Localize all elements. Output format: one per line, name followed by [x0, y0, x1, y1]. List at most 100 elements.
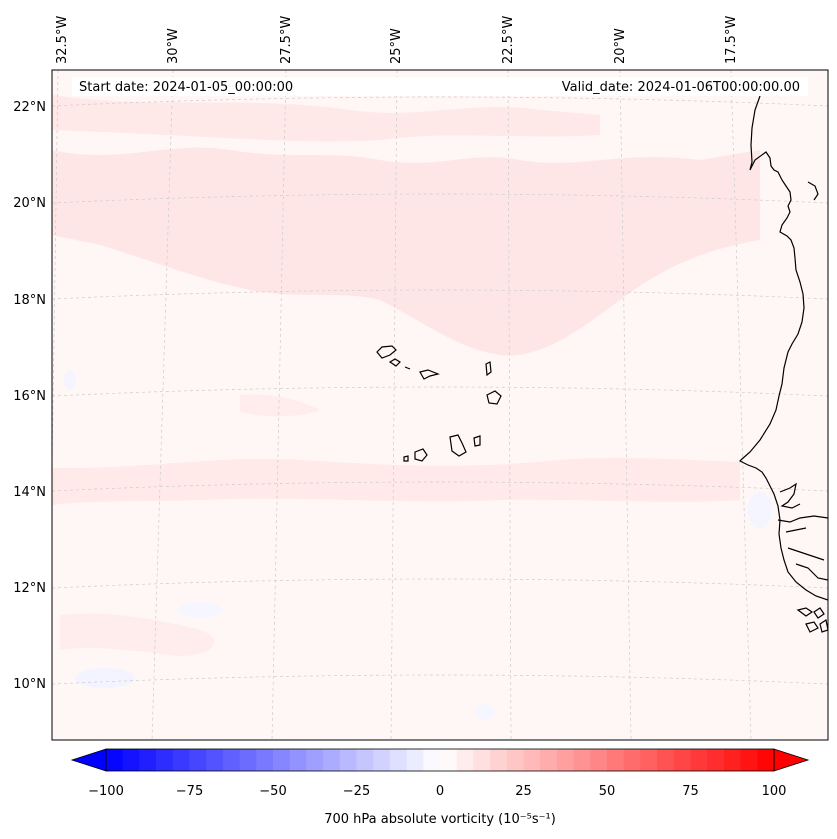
island-santa-luzia [404, 366, 411, 370]
lon-label-27-5w: 27.5°W [279, 16, 294, 64]
colorbar-swatch [423, 749, 441, 771]
colorbar-swatch [623, 749, 641, 771]
lon-label-30w: 30°W [166, 28, 181, 64]
colorbar-swatch [440, 749, 458, 771]
lat-gridline-16n [52, 386, 828, 397]
colorbar-swatches [106, 749, 775, 771]
colorbar-swatch [339, 749, 357, 771]
lat-label-22n: 22°N [13, 100, 46, 115]
colorbar-swatch [657, 749, 675, 771]
colorbar-swatch [172, 749, 190, 771]
lat-gridline-12n [52, 578, 828, 589]
lon-gridline-22-5w [507, 70, 512, 740]
colorbar-swatch [139, 749, 157, 771]
latitude-labels: 22°N 20°N 18°N 16°N 14°N 12°N 10°N [13, 100, 46, 692]
island-santiago [449, 434, 467, 457]
lat-label-12n: 12°N [13, 581, 46, 596]
colorbar-frame [105, 748, 775, 772]
negative-vorticity-patch-5 [748, 492, 772, 528]
vorticity-field [52, 95, 772, 720]
colorbar-tick-label: 0 [436, 784, 444, 799]
colorbar-swatch [323, 749, 341, 771]
colorbar-swatch [306, 749, 324, 771]
colorbar-tick-label: −75 [176, 784, 203, 799]
colorbar-tick-label: −50 [259, 784, 286, 799]
map-frame [51, 69, 829, 741]
cape-verde-islands [376, 345, 502, 462]
island-sao-vicente [388, 358, 401, 367]
colorbar-swatch [356, 749, 374, 771]
colorbar-swatch [156, 749, 174, 771]
lon-label-20w: 20°W [613, 28, 628, 64]
negative-vorticity-patch [75, 668, 135, 688]
lon-label-22-5w: 22.5°W [501, 16, 516, 64]
colorbar-ticks: −100 −75 −50 −25 0 25 50 75 100 [88, 784, 786, 799]
valid-date-label: Valid_date: 2024-01-06T00:00:00.00 [562, 80, 800, 95]
lat-gridline-10n [52, 674, 828, 685]
coastline-bay-inlet [807, 181, 819, 201]
positive-vorticity-band-north [52, 147, 760, 356]
lat-label-14n: 14°N [13, 485, 46, 500]
positive-vorticity-band-south [52, 457, 740, 505]
colorbar-swatch [523, 749, 541, 771]
colorbar-swatch [406, 749, 424, 771]
colorbar-swatch [389, 749, 408, 771]
colorbar-tick-label: 50 [599, 784, 616, 799]
colorbar-swatch [757, 749, 775, 771]
lat-label-20n: 20°N [13, 196, 46, 211]
map-panel: Start date: 2024-01-05_00:00:00 Valid_da… [51, 69, 829, 741]
colorbar-swatch [640, 749, 658, 771]
colorbar-tick-label: −100 [88, 784, 124, 799]
lat-label-18n: 18°N [13, 293, 46, 308]
lat-label-10n: 10°N [13, 677, 46, 692]
colorbar-swatch [556, 749, 575, 771]
colorbar-swatch [206, 749, 224, 771]
lon-gridline-30w [151, 70, 174, 740]
colorbar-swatch [256, 749, 274, 771]
lat-gridline-22n [52, 96, 828, 107]
longitude-labels: 32.5°W 30°W 27.5°W 25°W 22.5°W 20°W 17.5… [55, 16, 739, 64]
coastline-guinea-bissau [777, 515, 828, 581]
colorbar-swatch [723, 749, 742, 771]
coastline-bijagos-islands [796, 607, 828, 633]
colorbar-swatch [239, 749, 257, 771]
colorbar-swatch [573, 749, 591, 771]
island-sao-nicolau [419, 369, 440, 380]
lon-label-32-5w: 32.5°W [55, 16, 70, 64]
positive-vorticity-patch-2 [240, 394, 320, 417]
colorbar-extend-max [773, 748, 810, 772]
lon-gridline-25w [390, 70, 398, 740]
colorbar-swatch [456, 749, 474, 771]
colorbar-extend-min [70, 748, 107, 772]
island-fogo [414, 448, 428, 462]
colorbar-swatch [289, 749, 307, 771]
colorbar-swatch [222, 749, 241, 771]
colorbar-swatch [540, 749, 558, 771]
lon-label-17-5w: 17.5°W [724, 16, 739, 64]
colorbar-swatch [490, 749, 508, 771]
colorbar-tick-label: 75 [682, 784, 699, 799]
lon-label-25w: 25°W [389, 28, 404, 64]
colorbar-swatch [690, 749, 708, 771]
colorbar-swatch [189, 749, 207, 771]
lat-gridline-18n [52, 289, 828, 300]
colorbar-swatch [607, 749, 625, 771]
colorbar-swatch [673, 749, 691, 771]
colorbar-swatch [707, 749, 725, 771]
graticule [52, 70, 828, 740]
colorbar-swatch [473, 749, 491, 771]
start-date-label: Start date: 2024-01-05_00:00:00 [79, 80, 293, 95]
colorbar: −100 −75 −50 −25 0 25 50 75 100 700 hPa … [70, 748, 810, 827]
island-santo-antao [376, 345, 397, 359]
colorbar-tick-label: 100 [762, 784, 787, 799]
colorbar-swatch [106, 749, 124, 771]
lat-label-16n: 16°N [13, 389, 46, 404]
island-boa-vista [486, 390, 502, 405]
coastline-gambia-inlet [779, 482, 801, 509]
negative-vorticity-patch-4 [475, 704, 495, 720]
island-sal [485, 361, 492, 377]
negative-vorticity-patch-2 [178, 602, 222, 618]
lon-gridline-27-5w [271, 70, 287, 740]
negative-vorticity-patch-3 [64, 370, 76, 390]
colorbar-swatch [122, 749, 140, 771]
